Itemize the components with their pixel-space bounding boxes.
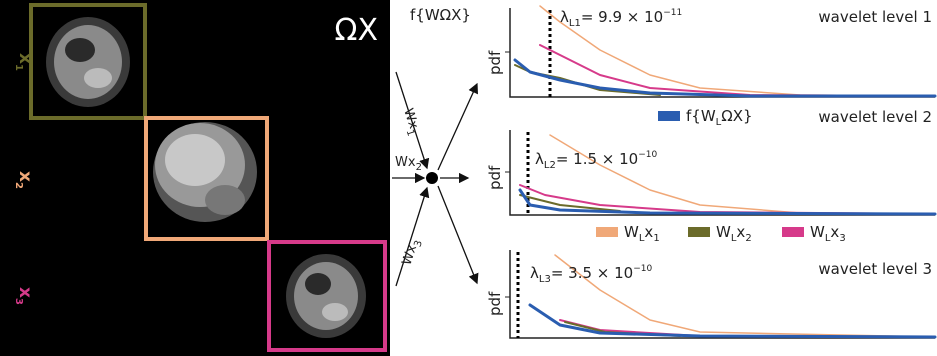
subscript: L3 — [539, 274, 551, 285]
text-part: Wx — [395, 155, 416, 170]
subscript: 2 — [13, 182, 24, 189]
threshold-label: λL1= 9.9 × 10−11 — [560, 8, 682, 29]
y-label: pdf — [486, 291, 504, 316]
legend-label: WLx3 — [810, 223, 846, 244]
plot-title: wavelet level 2 — [818, 108, 932, 126]
brain-3 — [286, 254, 366, 338]
curve — [515, 60, 935, 96]
figure: ΩX x1 x2 x3 f{WΩX} Wx1 Wx2 Wx3 pdf λL1= … — [0, 0, 937, 356]
subscript: 1 — [653, 233, 659, 244]
legend-swatch — [782, 227, 804, 237]
plot-title: wavelet level 1 — [818, 8, 932, 26]
legend-label: WLx2 — [716, 223, 752, 244]
text-part: = 9.9 × 10 — [581, 8, 663, 26]
image-title: ΩX — [335, 13, 378, 48]
text-part: W — [810, 223, 825, 241]
threshold-label: λL3= 3.5 × 10−10 — [530, 264, 652, 285]
y-label: pdf — [486, 50, 504, 75]
axes — [510, 130, 935, 215]
text-part: x — [830, 223, 839, 241]
plot: pdf λL1= 9.9 × 10−11 wavelet level 1 — [486, 6, 935, 97]
legend-label: f{WLΩX} — [686, 107, 753, 128]
threshold-label: λL2= 1.5 × 10−10 — [535, 150, 657, 171]
transform-label: Wx3 — [400, 237, 425, 268]
subscript: 3 — [839, 233, 845, 244]
subscript: 3 — [13, 298, 24, 305]
text-part: Wx — [400, 107, 421, 131]
plot: pdf λL3= 3.5 × 10−10 wavelet level 3 — [486, 250, 935, 338]
brain-2 — [153, 122, 257, 222]
text-part: W — [716, 223, 731, 241]
text-part: x — [15, 287, 35, 298]
superscript: −10 — [638, 150, 657, 160]
text-part: λ — [530, 264, 539, 282]
superscript: −10 — [633, 264, 652, 274]
legend-swatch — [596, 227, 618, 237]
text-part: x — [15, 171, 35, 182]
text-part: λ — [560, 8, 569, 26]
text-part: ΩX} — [721, 107, 752, 125]
subscript: 2 — [745, 233, 751, 244]
legend-swatch — [658, 111, 680, 121]
plot-title: wavelet level 3 — [818, 260, 932, 278]
text-part: f{W — [686, 107, 716, 125]
transform-label: Wx1 — [397, 107, 422, 138]
subscript: 1 — [404, 128, 416, 137]
text-part: W — [624, 223, 639, 241]
legend-swatch — [688, 227, 710, 237]
text-part: = 1.5 × 10 — [556, 150, 638, 168]
text-part: x — [644, 223, 653, 241]
subscript: L2 — [544, 160, 556, 171]
subscript: 1 — [13, 64, 24, 71]
arrow — [438, 84, 477, 170]
curve — [520, 195, 620, 211]
text-part: x — [736, 223, 745, 241]
y-label: pdf — [486, 165, 504, 190]
input-label: f{WΩX} — [410, 6, 471, 24]
legend-label: WLx1 — [624, 223, 660, 244]
arrow — [396, 188, 427, 286]
transform-label: Wx2 — [395, 155, 422, 173]
subscript: L1 — [569, 18, 581, 29]
arrow — [438, 186, 477, 283]
text-part: = 3.5 × 10 — [551, 264, 633, 282]
brain-1 — [46, 17, 130, 107]
superscript: −11 — [663, 8, 682, 18]
subscript: 2 — [416, 162, 422, 173]
text-part: λ — [535, 150, 544, 168]
text-part: x — [15, 53, 35, 64]
curve — [550, 135, 935, 214]
node — [426, 172, 438, 184]
